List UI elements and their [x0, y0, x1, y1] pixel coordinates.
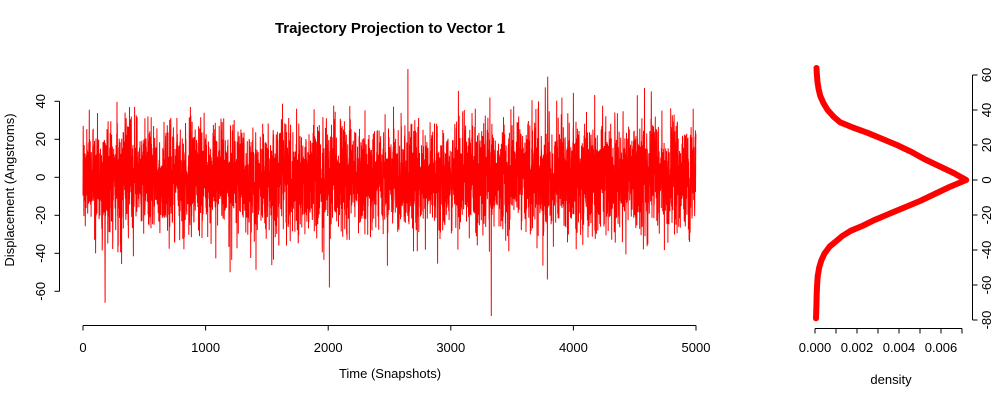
y-tick-label: 20: [33, 132, 48, 146]
density-x-tick-label: 0.004: [883, 340, 916, 355]
density-axis-label: density: [870, 372, 912, 387]
density-x-tick-label: 0.006: [925, 340, 958, 355]
generated-graphics: -60 -40 -20 0 20 40 0 1000 2000 3000 4000 5000 0.000…: [33, 65, 994, 355]
x-tick-label: 4000: [559, 340, 588, 355]
x-tick-label: 5000: [682, 340, 711, 355]
right-y-tick-label: 0: [979, 176, 994, 183]
density-curve: [813, 65, 970, 322]
right-y-tick-label: -80: [979, 311, 994, 330]
y-tick-label: -20: [33, 206, 48, 225]
right-y-tick-label: -40: [979, 241, 994, 260]
chart-title: Trajectory Projection to Vector 1: [275, 20, 505, 37]
y-tick-label: 40: [33, 94, 48, 108]
x-tick-label: 3000: [436, 340, 465, 355]
right-y-tick-label: 40: [979, 103, 994, 117]
x-tick-label: 1000: [191, 340, 220, 355]
y-axis-label: Displacement (Angstroms): [2, 113, 17, 266]
right-y-tick-label: -20: [979, 206, 994, 225]
y-tick-label: -60: [33, 282, 48, 301]
y-tick-label: -40: [33, 244, 48, 263]
density-x-tick-label: 0.002: [841, 340, 874, 355]
right-y-tick-label: 20: [979, 138, 994, 152]
density-x-tick-label: 0.000: [799, 340, 832, 355]
trajectory-trace-line: [82, 68, 697, 317]
x-tick-label: 2000: [314, 340, 343, 355]
y-tick-label: 0: [33, 174, 48, 181]
right-y-tick-label: 60: [979, 68, 994, 82]
x-axis-label: Time (Snapshots): [339, 366, 441, 381]
x-tick-label: 0: [79, 340, 86, 355]
right-y-tick-label: -60: [979, 276, 994, 295]
